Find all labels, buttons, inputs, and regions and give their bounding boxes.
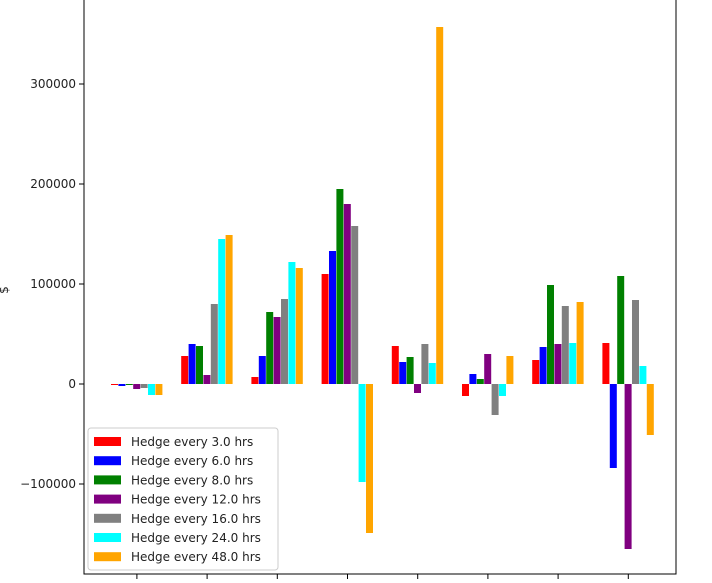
bar — [532, 360, 540, 384]
bar — [218, 239, 226, 384]
bar — [646, 384, 654, 435]
bar — [421, 344, 429, 384]
bar — [484, 354, 492, 384]
bar — [336, 189, 344, 384]
legend-swatch — [94, 475, 121, 485]
y-axis-label: $ — [0, 286, 11, 294]
bar — [576, 302, 584, 384]
bar — [436, 27, 444, 384]
bar — [632, 300, 639, 384]
plot-axes — [83, 0, 677, 575]
bar — [343, 204, 351, 384]
bar — [462, 384, 469, 396]
legend-label: Hedge every 48.0 hrs — [131, 550, 261, 564]
bar — [125, 384, 133, 385]
bar — [133, 384, 141, 389]
legend-swatch — [94, 437, 121, 446]
bar — [506, 356, 514, 384]
bar — [281, 299, 288, 384]
legend-box — [87, 427, 279, 571]
bar — [155, 384, 163, 395]
bar — [366, 384, 373, 533]
bar — [624, 384, 632, 549]
plot-frame — [83, 0, 677, 575]
bar — [428, 363, 436, 384]
bar — [210, 304, 218, 384]
bar — [399, 362, 407, 384]
bar — [639, 366, 647, 384]
y-tick-label: 200000 — [30, 177, 76, 191]
bar — [476, 379, 484, 384]
legend-swatch — [94, 552, 121, 562]
legend-label: Hedge every 6.0 hrs — [131, 454, 253, 468]
bar — [358, 384, 366, 482]
bar — [258, 356, 266, 384]
legend-label: Hedge every 12.0 hrs — [131, 493, 261, 507]
bar — [321, 274, 329, 384]
legend-swatch — [94, 494, 121, 504]
bar — [351, 226, 359, 384]
bar — [602, 343, 610, 384]
bar — [181, 356, 189, 384]
bar — [196, 346, 203, 384]
bar — [288, 262, 296, 384]
bar — [329, 251, 336, 384]
bar — [406, 357, 414, 384]
legend-label: Hedge every 3.0 hrs — [131, 435, 253, 449]
x-axis-ticks — [136, 574, 629, 579]
bar — [391, 346, 399, 384]
legend: Hedge every 3.0 hrs Hedge every 6.0 hrs He… — [87, 427, 279, 571]
bar — [203, 375, 211, 384]
y-axis-ticks: −100000 0 100000 200000 300000 — [20, 77, 84, 491]
bar-group — [111, 27, 654, 549]
bar — [547, 285, 554, 384]
legend-swatch — [94, 456, 121, 466]
legend-label: Hedge every 24.0 hrs — [131, 531, 261, 545]
bar — [491, 384, 499, 415]
bar — [273, 317, 281, 384]
bar — [499, 384, 506, 396]
bar — [295, 268, 303, 384]
y-tick-label: 300000 — [30, 77, 76, 91]
bar — [111, 384, 118, 385]
legend-swatch — [94, 533, 121, 542]
bar — [148, 384, 155, 395]
legend-label: Hedge every 8.0 hrs — [131, 473, 253, 487]
bar — [266, 312, 274, 384]
y-tick-label: 100000 — [30, 277, 76, 291]
bar — [225, 235, 233, 384]
bar — [251, 377, 259, 384]
bar — [469, 374, 477, 384]
bar — [569, 343, 577, 384]
bar — [188, 344, 196, 384]
bar — [554, 344, 562, 384]
bar — [609, 384, 617, 468]
bar — [118, 384, 126, 386]
legend-swatch — [94, 513, 121, 523]
bar — [617, 276, 625, 384]
y-tick-label: 0 — [68, 377, 76, 391]
y-tick-label: −100000 — [20, 477, 76, 491]
bar — [414, 384, 421, 393]
legend-label: Hedge every 16.0 hrs — [131, 512, 261, 526]
bar — [539, 347, 547, 384]
bar — [140, 384, 148, 388]
bar — [561, 306, 569, 384]
